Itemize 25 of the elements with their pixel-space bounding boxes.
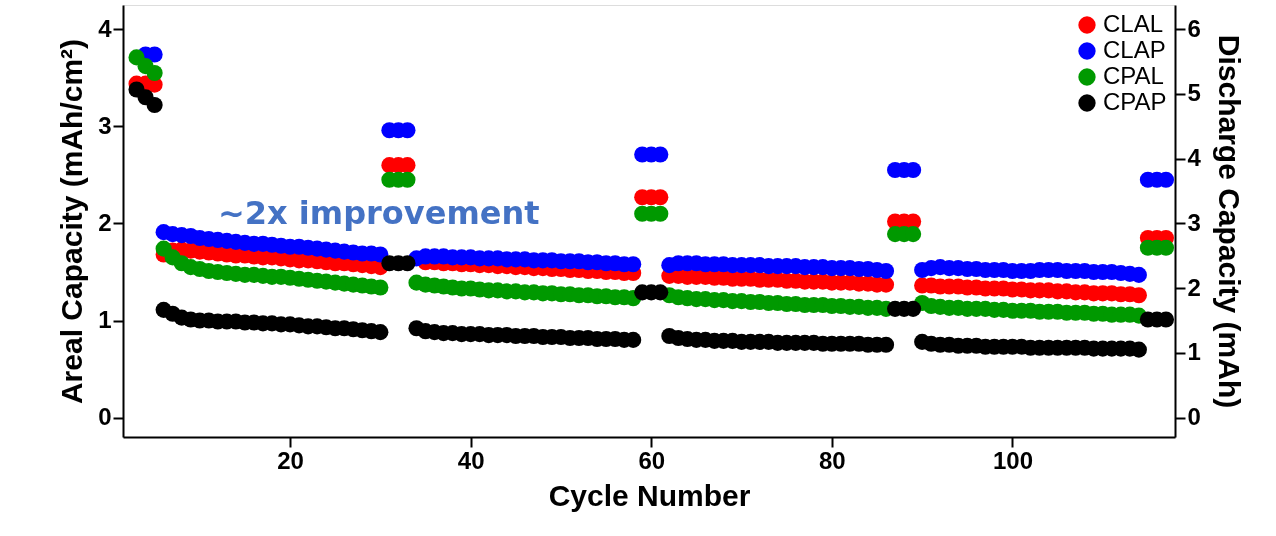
y-axis-title: Areal Capacity (mAh/cm²) (55, 38, 89, 405)
annotation: ~2x improvement (218, 194, 540, 232)
x-tick-label: 100 (992, 446, 1033, 474)
y2-tick-label: 4 (1187, 144, 1202, 172)
y2-tick-label: 0 (1187, 403, 1201, 431)
y2-tick-label: 6 (1187, 14, 1201, 42)
x-tick-label: 80 (819, 446, 846, 474)
x-tick-label: 60 (638, 446, 666, 474)
y2-tick-label: 5 (1187, 79, 1201, 107)
legend-label: CPAL (1103, 62, 1164, 89)
legend-label: CPAP (1103, 88, 1167, 115)
legend-label: CLAP (1103, 36, 1166, 63)
x-axis-title: Cycle Number (548, 478, 751, 512)
y-tick-label: 2 (98, 208, 112, 236)
y-tick-label: 3 (98, 111, 112, 139)
x-tick-label: 20 (277, 446, 304, 474)
x-tick-label: 40 (457, 446, 485, 474)
y2-tick-label: 3 (1187, 208, 1201, 236)
legend-label: CLAL (1103, 10, 1164, 37)
y2-axis-title: Discharge Capacity (mAh) (1212, 34, 1246, 409)
y-tick-label: 1 (98, 306, 112, 334)
y-tick-label: 4 (98, 14, 113, 42)
y2-tick-label: 1 (1187, 338, 1201, 366)
y2-tick-label: 2 (1187, 273, 1201, 301)
y-tick-label: 0 (98, 403, 112, 431)
